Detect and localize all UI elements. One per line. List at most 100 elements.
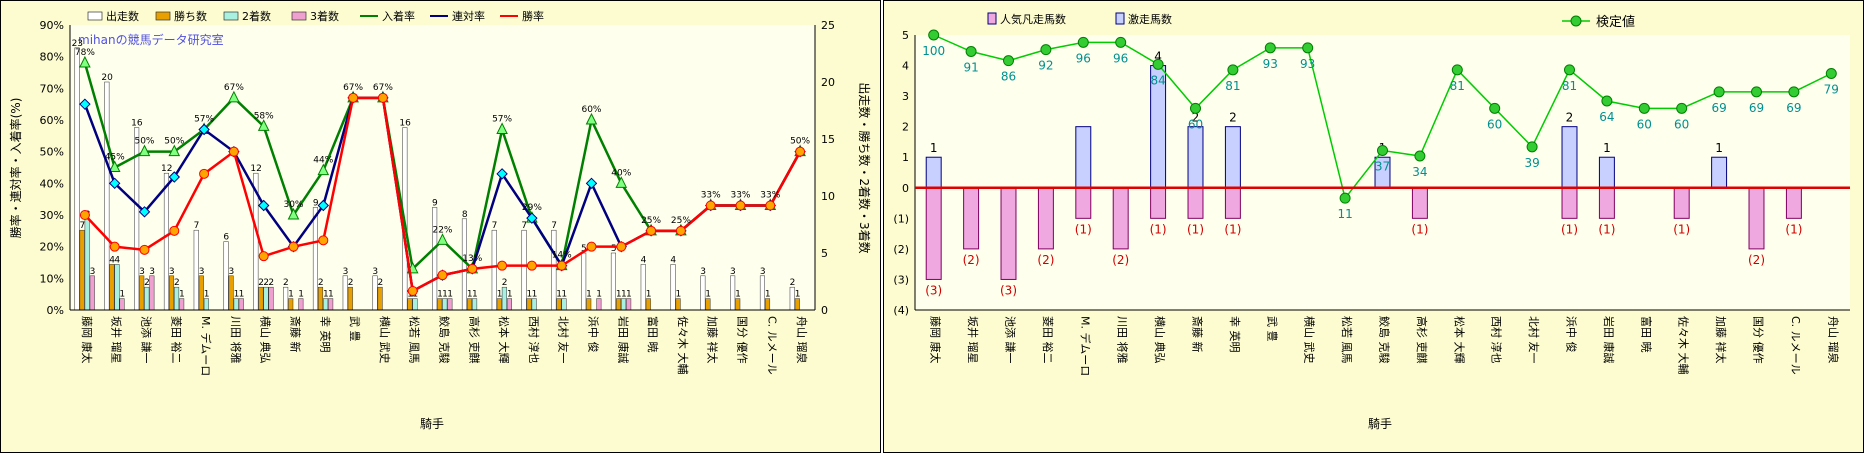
left-category-label: 横山 典弘 [259, 316, 273, 364]
right-y-tick-label: 5 [902, 29, 909, 42]
right-bar-negative-label: (1) [1411, 222, 1428, 236]
left-bar-1 [581, 252, 587, 311]
left-bar-value-label: 16 [131, 119, 143, 129]
left-marker-circle [556, 260, 567, 271]
left-category-label: 国分 優作 [736, 316, 749, 364]
right-category-label: 幸 英明 [1228, 316, 1242, 353]
left-bar-2 [615, 298, 622, 311]
left-legend-swatch-bar [223, 11, 239, 21]
right-score-label: 84 [1150, 73, 1165, 87]
left-marker-diamond [168, 171, 181, 183]
left-point-label: 25% [641, 216, 661, 226]
left-bar-value-label: 1 [447, 290, 453, 300]
left-bar-value-label: 1 [328, 290, 334, 300]
left-marker-circle [795, 146, 806, 157]
left-bar-value-label: 1 [239, 290, 245, 300]
right-bar-positive [1075, 126, 1092, 189]
left-bar-3 [144, 286, 150, 311]
left-category-label: 菱田 裕二 [169, 316, 182, 364]
left-bar-value-label: 1 [561, 290, 567, 300]
right-bar-negative-label: (1) [1187, 222, 1204, 236]
left-bar-value-label: 1 [532, 290, 538, 300]
right-category-label: 松若 風馬 [1340, 316, 1354, 364]
left-category-label: 武 豊 [348, 316, 361, 342]
right-bar-positive-label: 1 [930, 141, 938, 155]
left-bar-value-label: 3 [760, 267, 766, 277]
right-category-label: 横山 典弘 [1153, 316, 1167, 364]
right-bar-negative [1150, 187, 1167, 219]
left-y-tick-label: 20% [40, 241, 64, 254]
left-bar-value-label: 3 [139, 267, 145, 277]
left-bar-2 [437, 298, 443, 311]
right-score-marker [1451, 64, 1463, 76]
left-bar-value-label: 7 [521, 221, 527, 231]
right-score-label: 100 [922, 44, 945, 58]
right-category-label: 松本 大輝 [1452, 316, 1466, 364]
left-point-label: 57% [194, 115, 214, 125]
left-bar-2 [764, 298, 771, 311]
right-score-marker [1227, 64, 1239, 76]
right-bar-positive [1561, 126, 1578, 189]
left-marker-circle [467, 263, 478, 274]
left-point-label: 67% [343, 83, 363, 93]
left-marker-diamond [198, 123, 210, 136]
left-point-label: 40% [611, 168, 631, 178]
left-bar-4 [506, 298, 512, 311]
right-bar-negative [1598, 187, 1615, 219]
right-score-label: 60 [1637, 117, 1652, 131]
left-bar-value-label: 1 [234, 290, 240, 300]
right-bar-negative [963, 187, 980, 250]
right-bar-positive-label: 2 [1229, 111, 1237, 125]
left-bar-1 [163, 172, 169, 311]
right-bar-positive [1187, 126, 1204, 189]
left-bar-value-label: 1 [204, 290, 210, 300]
left-bar-4 [596, 298, 602, 311]
left-bar-value-label: 7 [492, 221, 498, 231]
right-category-label: 川田 将雅 [1116, 316, 1130, 364]
left-bar-3 [323, 298, 329, 311]
left-marker-circle [348, 92, 359, 103]
left-bar-2 [466, 298, 473, 311]
right-bar-negative-label: (1) [1075, 222, 1092, 236]
left-bar-3 [203, 298, 209, 311]
right-category-label: 北村 友一 [1527, 316, 1541, 364]
right-score-label: 39 [1524, 156, 1539, 170]
left-bar-3 [412, 298, 418, 311]
right-y-tick-label: 1 [902, 151, 909, 164]
left-bar-value-label: 3 [228, 267, 234, 277]
right-y-tick-label: 4 [902, 60, 909, 73]
right-score-marker [1264, 42, 1276, 54]
left-y-tick-label: 30% [40, 209, 64, 222]
right-y-tick-label: 2 [902, 121, 909, 134]
left-marker-triangle [317, 163, 330, 176]
left-bar-2 [496, 298, 502, 311]
left-legend-label: 3着数 [310, 9, 339, 23]
left-bar-value-label: 1 [437, 290, 443, 300]
left-legend-swatch-bar [155, 11, 171, 21]
left-bar-1 [312, 207, 318, 311]
left-category-label: 岩田 康誠 [616, 316, 630, 364]
right-bar-negative [1187, 187, 1204, 219]
right-y-tick-label: (1) [893, 212, 909, 225]
right-legend: 人気凡走馬数 激走馬数 検定値 [987, 12, 1635, 30]
right-bar-negative-label: (1) [1785, 222, 1802, 236]
left-bar-value-label: 3 [149, 267, 155, 277]
left-marker-diamond [138, 206, 151, 218]
left-bar-3 [114, 264, 120, 311]
right-legend-label: 検定値 [1596, 14, 1635, 30]
left-bar-3 [621, 298, 627, 311]
right-score-label: 96 [1076, 51, 1091, 65]
right-category-label: 横山 武史 [1303, 316, 1317, 364]
right-score-label: 91 [963, 61, 978, 75]
right-score-marker [1190, 102, 1201, 114]
right-category-label: 菱田 裕二 [1041, 316, 1054, 364]
left-bar-value-label: 3 [90, 267, 96, 277]
left-marker-circle [497, 260, 508, 271]
right-score-label: 92 [1038, 59, 1053, 73]
left-category-label: 松若 風馬 [408, 316, 422, 364]
left-lines: 78% 45% 50% 50% 57% 67% 58% 30% 44% 67% 67% 22% 13% 5… [75, 48, 811, 297]
right-x-axis-title: 騎手 [1368, 417, 1392, 431]
left-bar-value-label: 3 [730, 267, 736, 277]
